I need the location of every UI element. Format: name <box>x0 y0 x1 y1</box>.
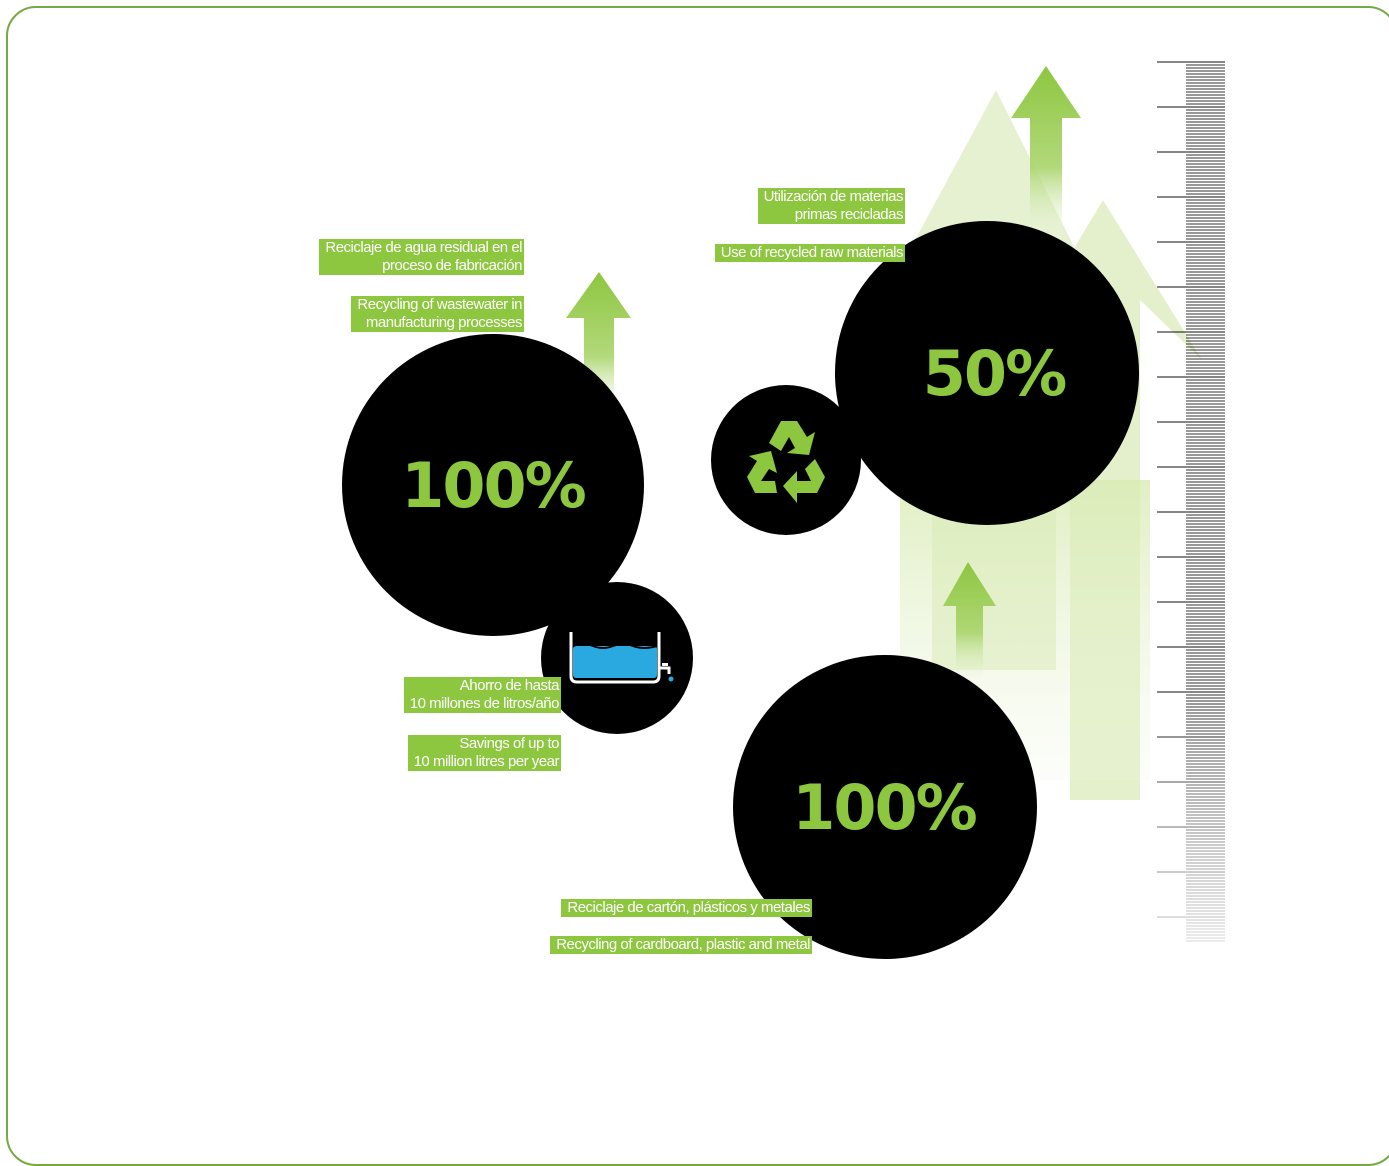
water-label-en-line2: manufacturing processes <box>362 314 523 331</box>
cardboard-percentage: 100% <box>792 770 978 844</box>
savings-label-en-line1: Savings of up to <box>456 735 560 752</box>
raw-materials-label-es: Utilización de materias primas reciclada… <box>757 188 905 224</box>
savings-circle <box>541 582 693 734</box>
water-tank-icon <box>569 632 674 684</box>
savings-label-en: Savings of up to 10 million litres per y… <box>407 735 561 771</box>
arrow-water <box>566 272 631 425</box>
arrow-raw-materials <box>1011 66 1081 250</box>
savings-label-en-line2: 10 million litres per year <box>410 753 560 770</box>
recycle-icon <box>747 421 825 503</box>
ruler-scale <box>1157 61 1225 942</box>
water-percentage: 100% <box>401 448 587 522</box>
raw-materials-label-en: Use of recycled raw materials <box>714 244 905 262</box>
water-label-en: Recycling of wastewater in manufacturing… <box>351 296 524 332</box>
savings-label-es-line2: 10 millones de litros/año <box>406 695 560 712</box>
raw-materials-circle: 50% <box>835 221 1139 525</box>
raw-materials-label-en-line1: Use of recycled raw materials <box>717 244 904 261</box>
arrow-cardboard <box>943 562 996 690</box>
raw-materials-label-es-line1: Utilización de materias <box>760 188 904 205</box>
cardboard-label-en-line1: Recycling of cardboard, plastic and meta… <box>553 936 811 953</box>
savings-label-es-line1: Ahorro de hasta <box>456 677 560 694</box>
water-label-es: Reciclaje de agua residual en el proceso… <box>319 239 524 275</box>
cardboard-circle: 100% <box>733 655 1037 959</box>
water-label-en-line1: Recycling of wastewater in <box>354 296 523 313</box>
savings-label-es: Ahorro de hasta 10 millones de litros/añ… <box>403 677 561 713</box>
cardboard-label-es: Reciclaje de cartón, plásticos y metales <box>561 899 812 917</box>
water-label-es-line2: proceso de fabricación <box>379 257 523 274</box>
recycle-circle <box>711 385 861 535</box>
water-label-es-line1: Reciclaje de agua residual en el <box>322 239 523 256</box>
raw-materials-label-es-line2: primas recicladas <box>791 206 904 223</box>
cardboard-label-es-line1: Reciclaje de cartón, plásticos y metales <box>564 899 811 916</box>
cardboard-label-en: Recycling of cardboard, plastic and meta… <box>550 936 812 954</box>
raw-materials-percentage: 50% <box>922 336 1067 410</box>
